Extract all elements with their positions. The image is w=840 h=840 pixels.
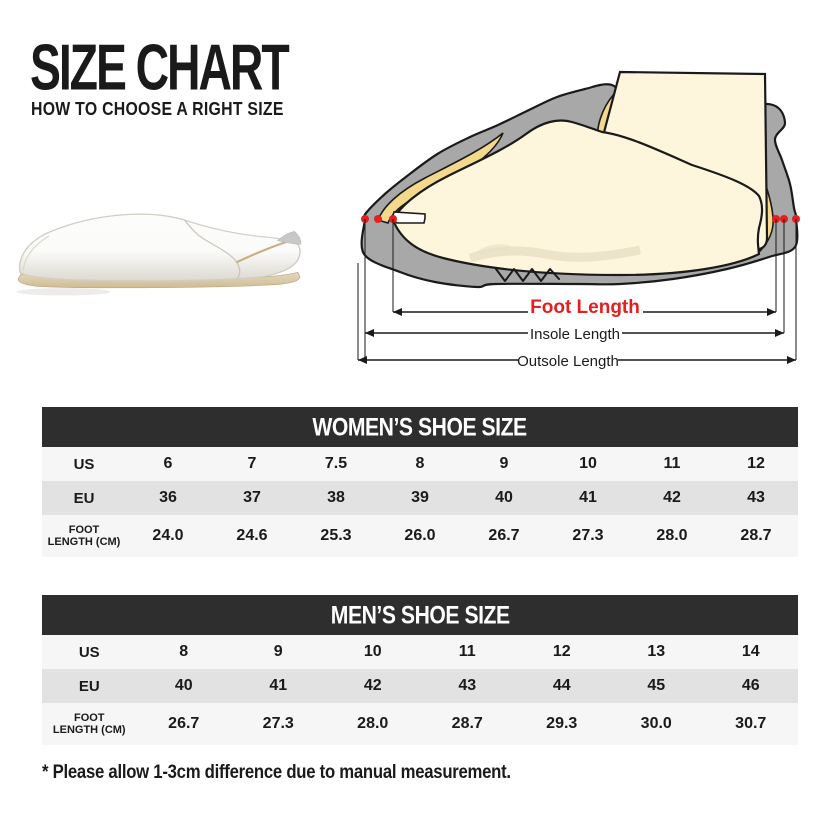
svg-text:Outsole Length: Outsole Length — [517, 353, 619, 370]
svg-text:Foot Length: Foot Length — [530, 297, 640, 318]
svg-text:Insole Length: Insole Length — [530, 326, 620, 343]
